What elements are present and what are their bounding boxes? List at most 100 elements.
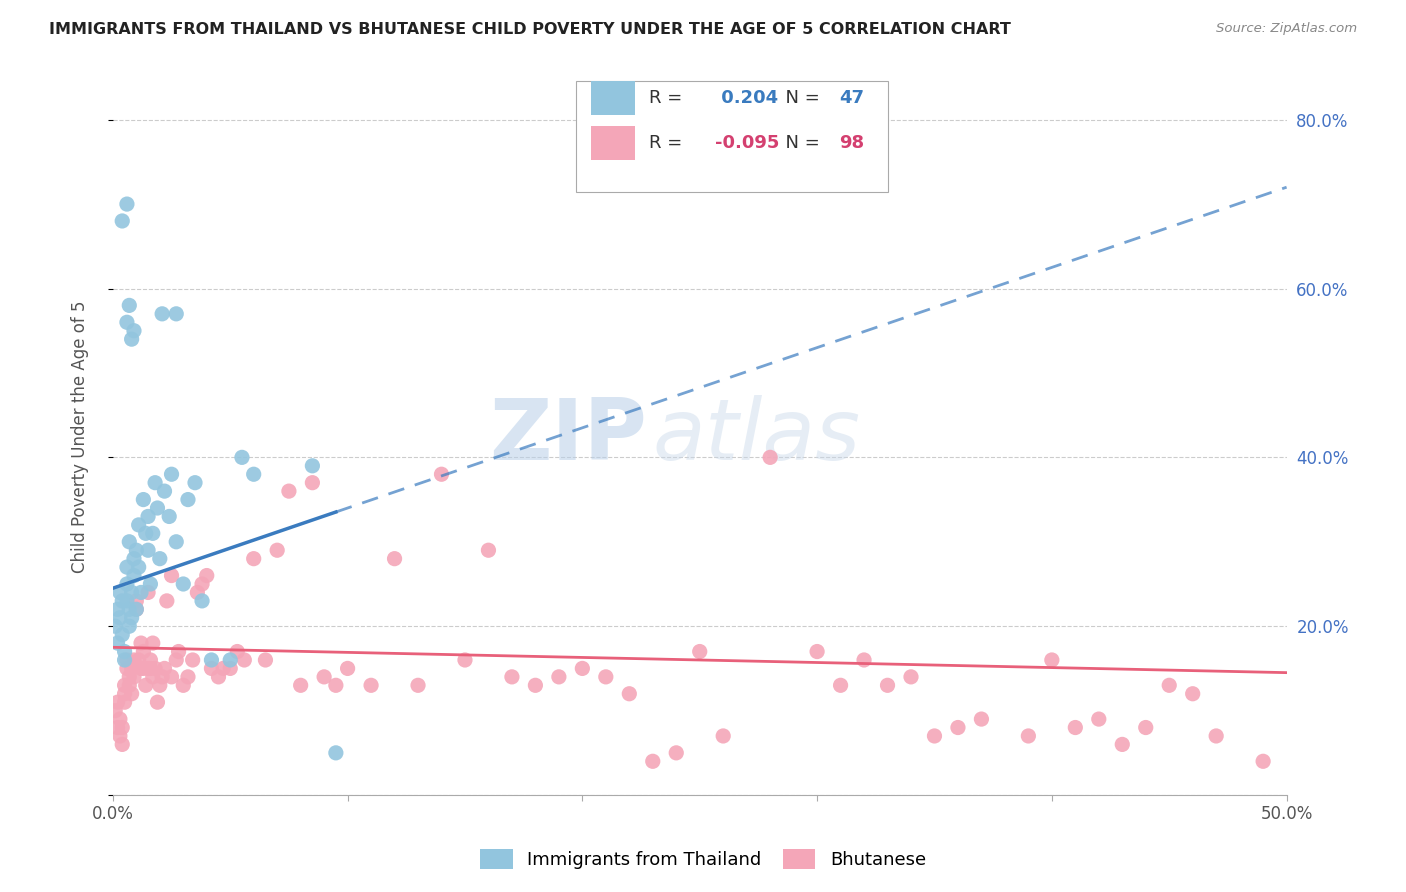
Point [114,678,136,692]
Point [200,653,222,667]
Point [111,721,134,735]
Point [1040,653,1063,667]
Point [111,594,134,608]
Point [115,594,138,608]
Text: Source: ZipAtlas.com: Source: ZipAtlas.com [1216,22,1357,36]
Point [111,738,134,752]
Point [108,585,131,599]
Point [212,661,235,675]
Point [136,509,159,524]
Point [121,661,143,675]
Point [1111,738,1133,752]
Point [139,577,162,591]
Point [129,585,152,599]
Point [118,619,141,633]
Point [186,585,208,599]
Point [135,526,157,541]
Point [290,678,312,692]
Point [1135,721,1157,735]
Point [254,653,277,667]
Point [167,644,190,658]
Point [1088,712,1111,726]
Point [125,602,148,616]
Point [118,678,141,692]
Point [136,585,159,599]
Point [360,678,382,692]
Point [107,602,129,616]
Point [135,678,157,692]
Point [595,670,617,684]
Text: R =: R = [650,134,689,152]
Point [153,484,176,499]
Point [160,467,183,482]
Point [115,560,138,574]
Point [108,611,131,625]
Point [150,670,173,684]
Point [149,678,172,692]
Point [191,594,214,608]
Point [129,661,152,675]
Point [900,670,922,684]
Point [108,712,131,726]
Point [118,602,141,616]
Point [149,551,172,566]
Point [107,695,129,709]
Point [384,551,406,566]
Point [219,653,242,667]
Point [114,653,136,667]
Point [115,315,138,329]
Point [125,594,148,608]
Text: -0.095: -0.095 [716,134,779,152]
Point [128,653,150,667]
Y-axis label: Child Poverty Under the Age of 5: Child Poverty Under the Age of 5 [72,300,89,573]
Point [146,695,169,709]
Point [122,670,145,684]
Point [266,543,288,558]
Point [1251,754,1274,768]
Point [325,746,347,760]
Point [524,678,547,692]
Point [125,543,148,558]
Point [876,678,898,692]
Point [142,636,165,650]
Point [946,721,969,735]
Point [177,492,200,507]
Point [191,577,214,591]
FancyBboxPatch shape [576,81,887,193]
Text: atlas: atlas [652,395,860,478]
Point [132,644,155,658]
Point [233,653,256,667]
Point [177,670,200,684]
Text: N =: N = [773,89,825,107]
Point [118,670,141,684]
Point [759,450,782,465]
Point [806,644,828,658]
Point [1159,678,1181,692]
Point [477,543,499,558]
Point [115,653,138,667]
Point [242,467,264,482]
Point [325,678,347,692]
Point [121,585,143,599]
Point [104,704,127,718]
Point [181,653,204,667]
Point [689,644,711,658]
Point [242,551,264,566]
Point [136,543,159,558]
Point [146,501,169,516]
Point [142,526,165,541]
Point [200,661,222,675]
Point [641,754,664,768]
Point [125,602,148,616]
Point [231,450,253,465]
Point [970,712,993,726]
Text: N =: N = [773,134,825,152]
Text: IMMIGRANTS FROM THAILAND VS BHUTANESE CHILD POVERTY UNDER THE AGE OF 5 CORRELATI: IMMIGRANTS FROM THAILAND VS BHUTANESE CH… [49,22,1011,37]
Point [121,611,143,625]
Point [172,577,194,591]
Point [711,729,734,743]
Point [143,475,166,490]
Point [107,721,129,735]
Point [665,746,688,760]
Point [136,661,159,675]
